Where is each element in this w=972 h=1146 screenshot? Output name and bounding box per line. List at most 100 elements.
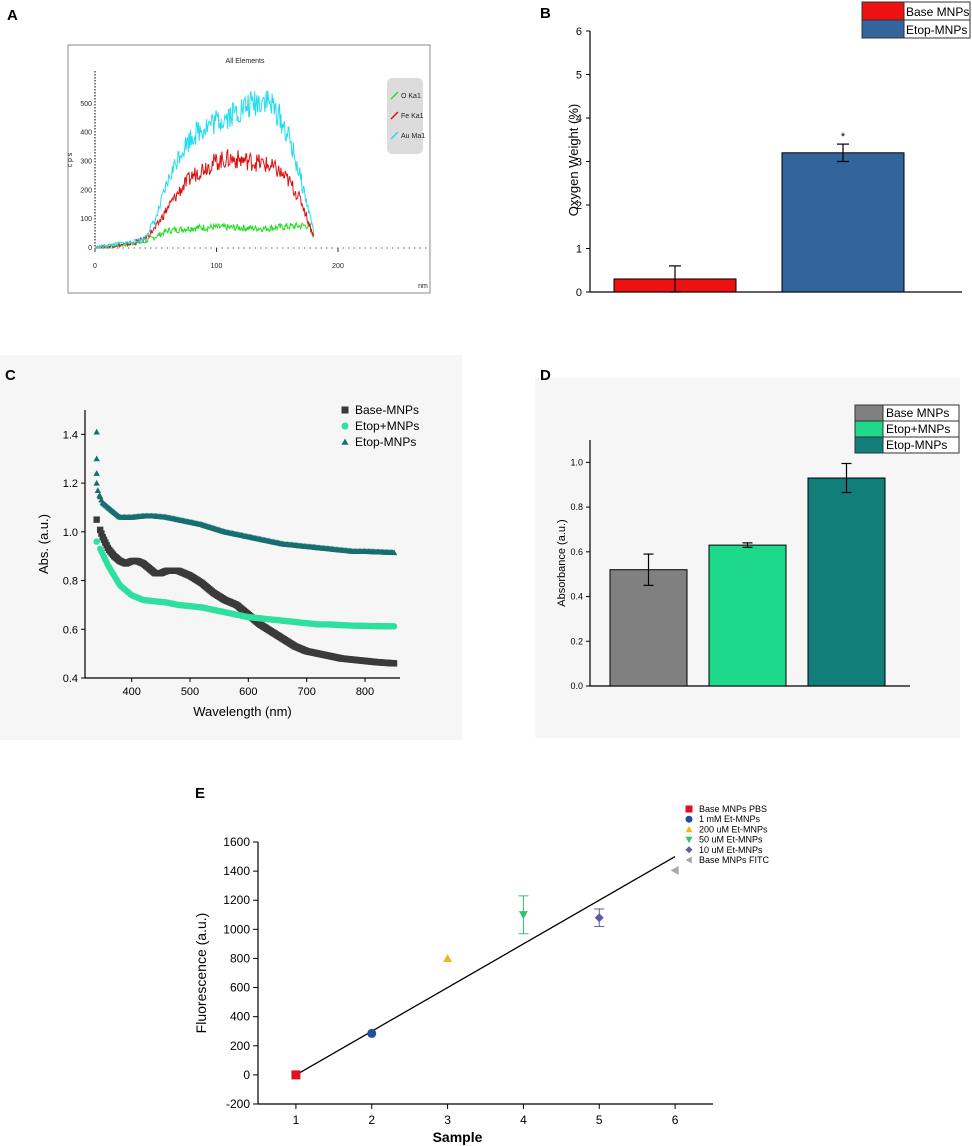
panel-c-y-tick-label: 1.0 xyxy=(63,527,78,539)
panel-e-data-point xyxy=(291,1070,301,1080)
panel-c-data-point xyxy=(390,549,398,556)
panel-c-x-tick-label: 800 xyxy=(356,686,374,698)
panel-a-x-label: nm xyxy=(418,283,428,290)
panel-e-legend-marker xyxy=(685,846,693,854)
panel-d-legend-swatch xyxy=(854,436,884,454)
panel-c-data-point xyxy=(93,479,100,486)
panel-e-legend-label: Base MNPs PBS xyxy=(699,804,767,814)
panel-e-chart: -200 0 200 400 600 800 1000 1200 1400 1600 1 2 3 4 5 6 S… xyxy=(193,804,770,1145)
panel-a-x-tick-label: 100 xyxy=(211,263,223,270)
panel-e-y-tick-label: 1400 xyxy=(223,864,250,878)
panel-c-legend-label: Etop-MNPs xyxy=(355,435,416,449)
panel-c-data-point xyxy=(96,526,104,534)
panel-c-data-point xyxy=(94,487,102,493)
panel-b-chart: 0 1 2 3 4 5 6 Oxygen Weight (%) * Base MNPs Etop-M… xyxy=(566,1,971,299)
panel-c-legend-label: Etop+MNPs xyxy=(355,419,419,433)
panel-b-y-tick-label: 6 xyxy=(576,26,582,38)
panel-e-y-tick-label: 0 xyxy=(243,1068,250,1082)
panel-d-y-tick-label: 0.4 xyxy=(570,592,583,602)
panel-e-fit-line xyxy=(295,855,676,1076)
panel-c-y-tick-label: 1.2 xyxy=(63,478,78,490)
panel-a-legend-label: Au Ma1 xyxy=(401,133,425,140)
panel-a-y-tick-label: 0 xyxy=(88,245,92,252)
panel-e-y-label: Fluorescence (a.u.) xyxy=(193,913,209,1034)
panel-d-bar xyxy=(708,544,787,687)
panel-d-y-tick-label: 0.2 xyxy=(570,636,583,646)
panel-e-x-tick-label: 3 xyxy=(444,1113,451,1127)
panel-e-x-tick-label: 2 xyxy=(368,1113,375,1127)
panel-e-x-tick-label: 1 xyxy=(293,1113,300,1127)
panel-e-legend-marker xyxy=(685,805,693,813)
panel-e-legend-label: 1 mM Et-MNPs xyxy=(699,814,761,824)
panel-a-chart: All Elements 0 100 200 300 400 500 0 100 200 nm c p… xyxy=(67,44,431,294)
panel-c-legend-marker xyxy=(341,422,349,430)
panel-e-x-tick-label: 5 xyxy=(596,1113,603,1127)
panel-d-y-tick-label: 0.6 xyxy=(570,547,583,557)
panel-d-legend-label: Etop+MNPs xyxy=(886,422,950,436)
panel-d-legend-swatch xyxy=(854,420,884,438)
panel-e-data-point xyxy=(670,865,679,875)
panel-b-y-tick-label: 5 xyxy=(576,70,582,82)
panel-b-legend-swatch xyxy=(861,19,905,39)
panel-c-data-point xyxy=(93,538,100,545)
panel-a-legend-swatch xyxy=(390,131,399,140)
panel-e-legend-marker xyxy=(685,815,693,823)
panel-e-y-tick-label: -200 xyxy=(226,1097,250,1111)
panel-e-y-tick-label: 1200 xyxy=(223,893,250,907)
panel-a-legend-swatch xyxy=(390,91,399,100)
panel-c-x-tick-label: 400 xyxy=(122,686,140,698)
panel-b-legend-label: Etop-MNPs xyxy=(906,23,967,37)
panel-c-x-tick-label: 600 xyxy=(239,686,257,698)
panel-label-c: C xyxy=(5,367,16,384)
panel-d-y-label: Absorbance (a.u.) xyxy=(556,519,568,606)
panel-b-significance-marker: * xyxy=(841,131,846,143)
panel-e-data-point xyxy=(367,1028,377,1038)
panel-a-x-tick-label: 200 xyxy=(332,263,344,270)
panel-b-legend-label: Base MNPs xyxy=(906,5,969,19)
panel-c-x-tick-label: 500 xyxy=(181,686,199,698)
panel-e-data-point xyxy=(443,953,453,963)
panel-c-data-point xyxy=(93,470,100,476)
panel-e-legend-marker xyxy=(685,825,693,833)
panel-c-data-point xyxy=(390,623,398,630)
panel-e-y-tick-label: 200 xyxy=(230,1039,250,1053)
panel-label-b: B xyxy=(540,5,551,22)
panel-label-e: E xyxy=(195,785,205,802)
panel-b-y-tick-label: 2 xyxy=(576,200,582,212)
panel-c-y-label: Abs. (a.u.) xyxy=(36,514,51,574)
panel-e-x-tick-label: 6 xyxy=(672,1113,679,1127)
panel-e-legend-marker xyxy=(685,836,693,844)
panel-label-d: D xyxy=(540,367,551,384)
panel-a-y-tick-label: 100 xyxy=(80,216,92,223)
panel-c-y-tick-label: 1.4 xyxy=(63,429,78,441)
panel-c-background xyxy=(0,355,462,740)
panel-a-title: All Elements xyxy=(226,58,265,65)
panel-d-chart: 0.0 0.2 0.4 0.6 0.8 1.0 Absorbance (a.u.) Base … xyxy=(556,404,960,691)
panel-e-legend-label: 50 uM Et-MNPs xyxy=(699,835,763,845)
panel-c-data-point xyxy=(93,455,100,462)
panel-e-x-tick-label: 4 xyxy=(520,1113,527,1127)
panel-e-x-label: Sample xyxy=(433,1129,483,1145)
panel-e-data-point xyxy=(594,913,604,923)
panel-d-legend-swatch xyxy=(854,404,884,422)
panel-a-y-tick-label: 200 xyxy=(80,187,92,194)
panel-c-legend-marker xyxy=(341,406,349,414)
panel-e-y-tick-label: 400 xyxy=(230,1010,250,1024)
panel-c-legend-marker xyxy=(341,438,349,445)
panel-c-data-point xyxy=(98,530,105,537)
panel-a-y-tick-label: 300 xyxy=(80,159,92,166)
panel-e-y-tick-label: 1000 xyxy=(223,922,250,936)
panel-a-y-label: c p s xyxy=(67,152,74,167)
panel-e-data-point xyxy=(518,911,528,920)
panel-c-y-tick-label: 0.6 xyxy=(63,624,78,636)
panel-a-series-line xyxy=(94,90,315,249)
panel-c-y-tick-label: 0.4 xyxy=(63,673,78,685)
panel-e-y-tick-label: 800 xyxy=(230,951,250,965)
panel-d-bar xyxy=(807,477,886,687)
panel-c-x-tick-label: 700 xyxy=(297,686,315,698)
panel-a-x-tick-label: 0 xyxy=(93,263,97,270)
panel-a-legend-swatch xyxy=(390,111,399,120)
panel-c-x-label: Wavelength (nm) xyxy=(193,704,292,719)
panel-b-y-label: Oxygen Weight (%) xyxy=(566,104,581,216)
panel-d-y-tick-label: 1.0 xyxy=(570,457,583,467)
